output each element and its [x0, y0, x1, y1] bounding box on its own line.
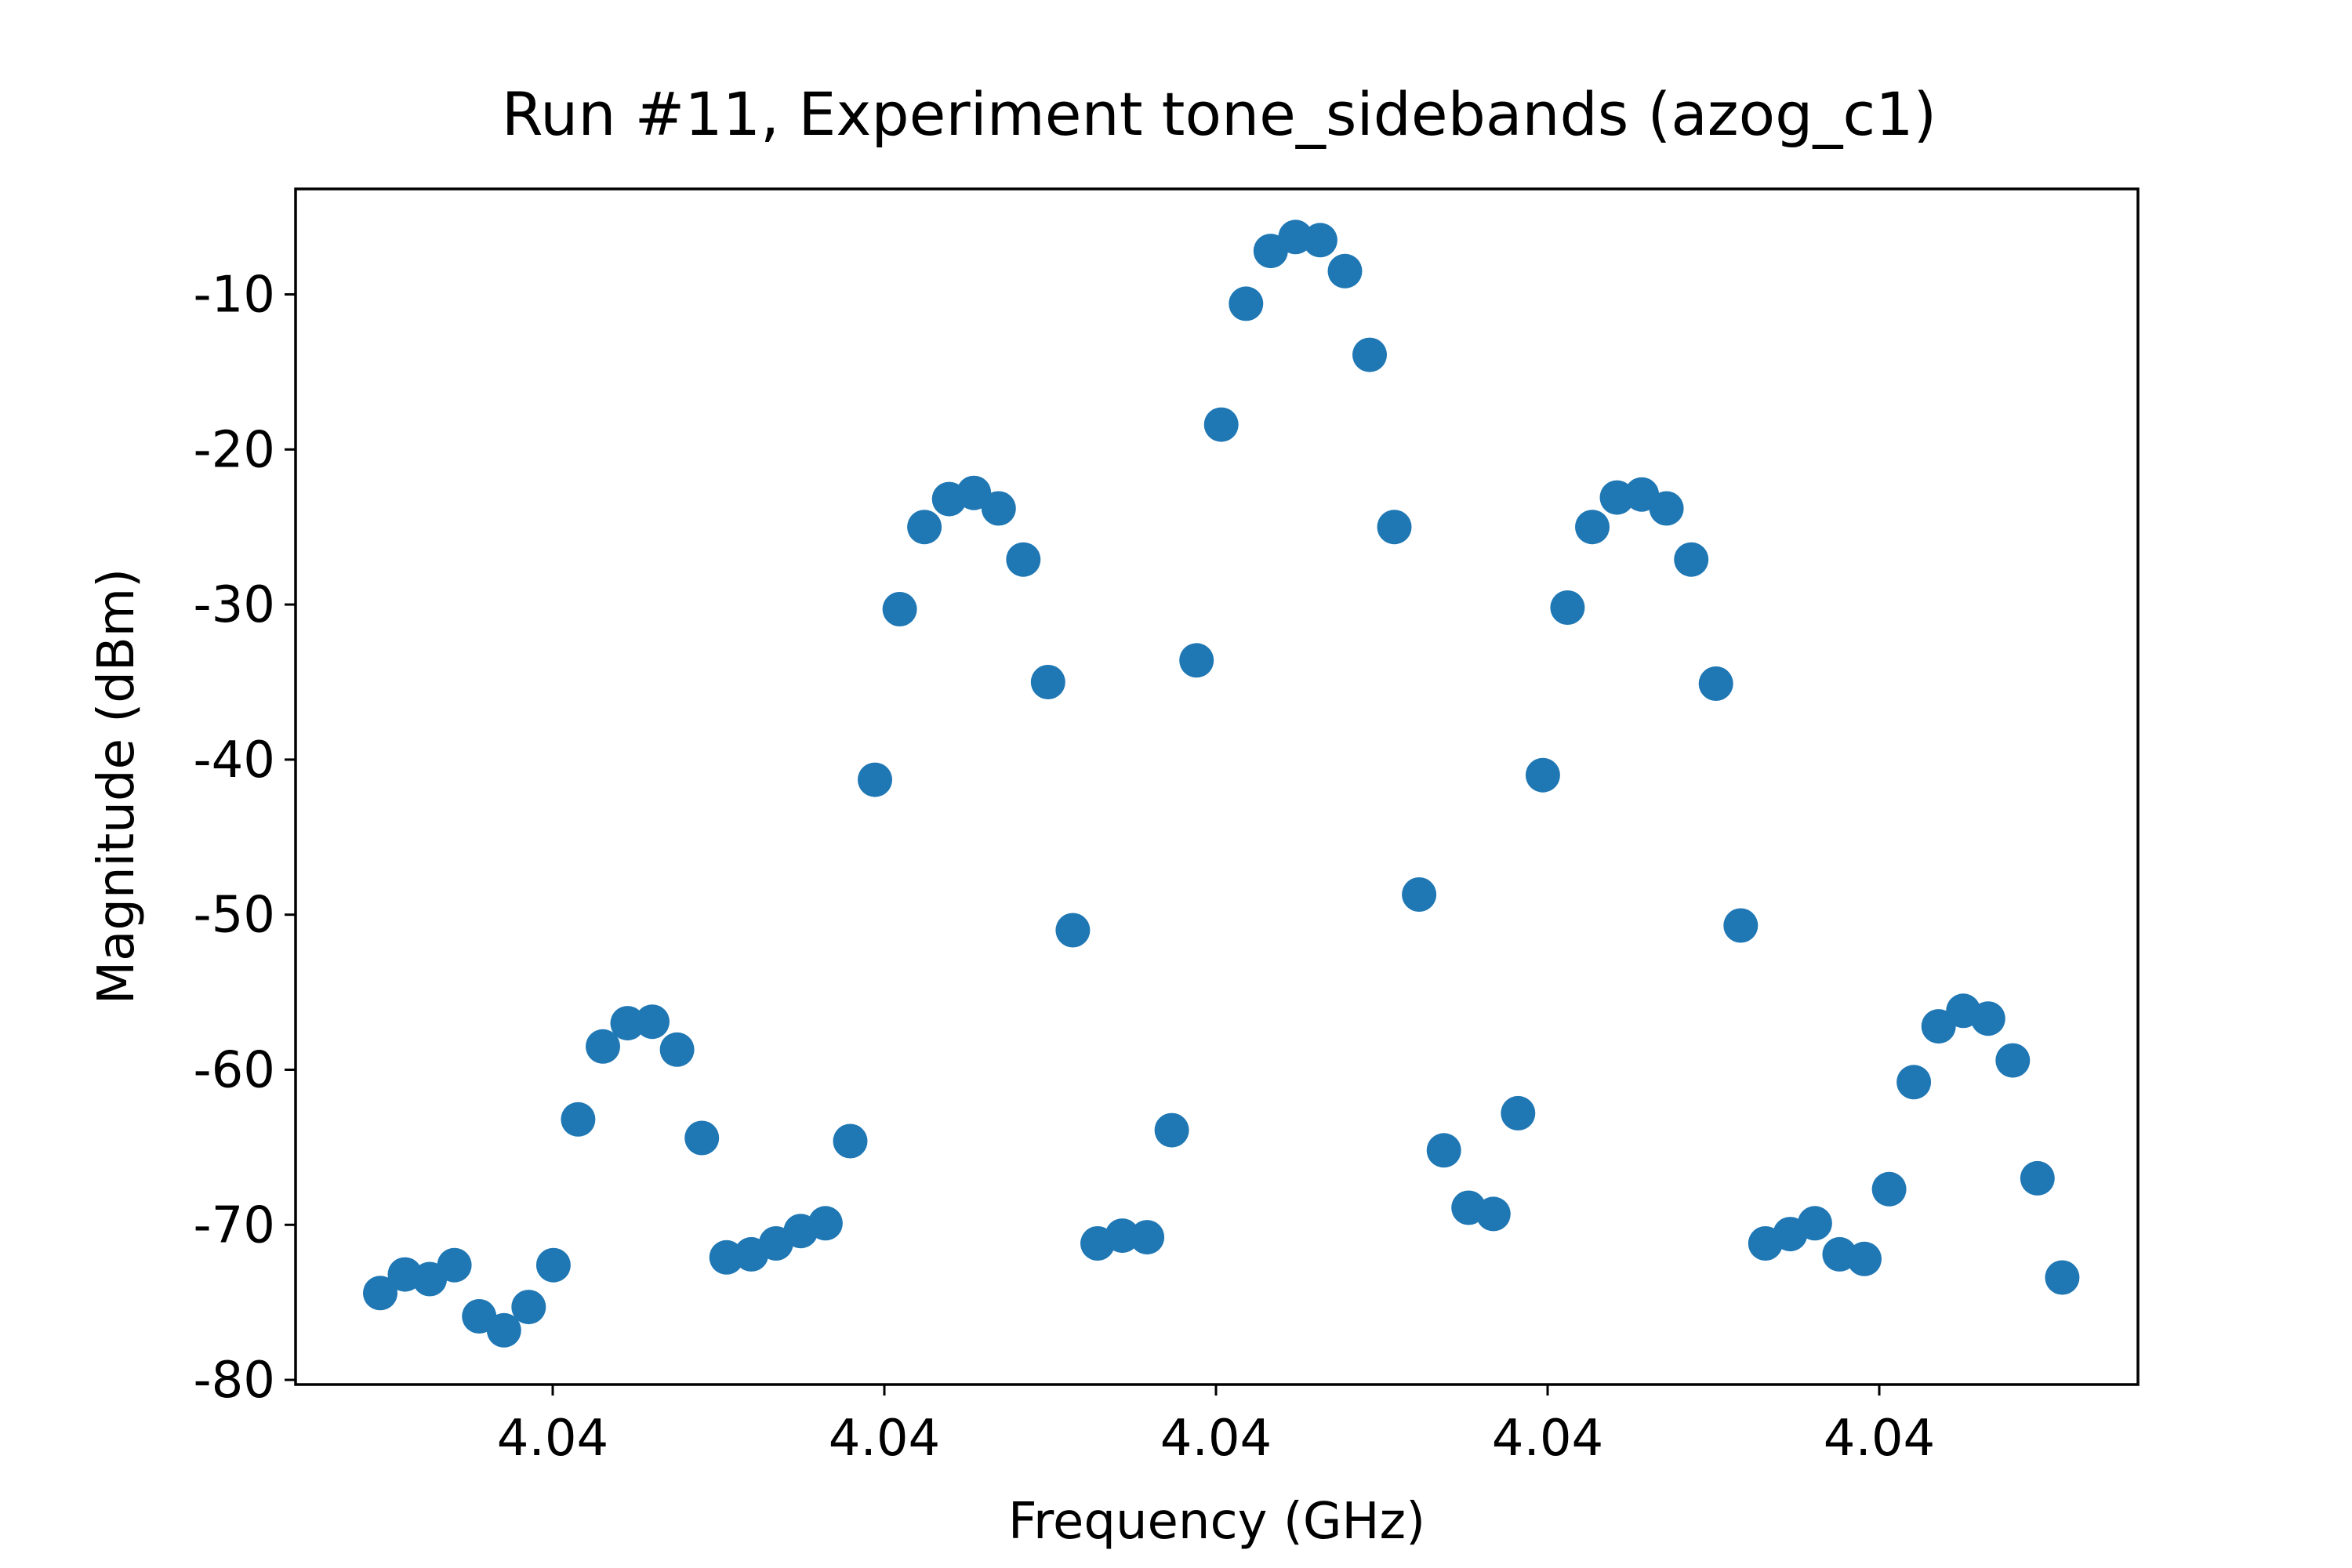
data-point	[586, 1029, 620, 1064]
data-point	[511, 1290, 546, 1325]
data-point	[833, 1123, 868, 1159]
plot-area-frame	[294, 187, 2140, 1386]
data-point	[1575, 510, 1610, 545]
data-point	[882, 592, 917, 626]
data-point	[1203, 407, 1239, 442]
x-axis-label: Frequency (GHz)	[1008, 1493, 1425, 1551]
y-axis-ticks: -80 -70 -60 -50 -40 -30 -20 -10	[193, 267, 296, 1410]
data-point	[1030, 665, 1065, 699]
data-point	[1550, 590, 1585, 625]
y-tick-label: -10	[193, 267, 275, 325]
y-tick-label: -50	[193, 887, 275, 945]
y-axis-label: Magnitude (dBm)	[88, 568, 146, 1004]
x-tick-label: 4.04	[497, 1410, 609, 1468]
y-tick-label: -30	[193, 576, 275, 634]
data-point	[1649, 491, 1684, 526]
data-point	[659, 1032, 695, 1067]
data-point	[1995, 1043, 2031, 1078]
data-point	[956, 475, 992, 510]
data-point	[907, 510, 942, 545]
x-tick-label: 4.04	[1492, 1410, 1604, 1468]
data-point	[1921, 1009, 1956, 1044]
data-point	[1105, 1218, 1140, 1254]
data-point	[858, 762, 892, 797]
data-point	[2020, 1160, 2055, 1196]
data-point	[1426, 1133, 1461, 1168]
data-point	[1154, 1112, 1189, 1148]
data-point	[1006, 542, 1041, 577]
data-point	[1525, 757, 1560, 793]
data-point	[486, 1312, 521, 1348]
data-point	[437, 1247, 472, 1283]
data-point	[1797, 1206, 1832, 1241]
data-point	[1179, 643, 1214, 678]
data-point	[610, 1006, 645, 1041]
data-point	[363, 1276, 397, 1311]
x-axis-ticks: 4.04 4.04 4.04 4.04 4.04	[497, 1385, 1936, 1468]
x-tick-label: 4.04	[1824, 1410, 1936, 1468]
data-point	[635, 1004, 670, 1040]
data-point	[981, 491, 1016, 526]
data-point	[1871, 1171, 1907, 1207]
y-tick-label: -80	[193, 1352, 275, 1410]
data-point	[1377, 510, 1412, 545]
data-point	[2045, 1260, 2080, 1295]
y-tick-label: -20	[193, 421, 275, 479]
data-point	[1130, 1220, 1165, 1255]
x-tick-label: 4.04	[829, 1410, 941, 1468]
data-point	[1896, 1065, 1932, 1100]
data-point	[1475, 1196, 1511, 1232]
data-point	[1970, 1001, 2005, 1036]
y-tick-label: -40	[193, 731, 275, 789]
data-point	[535, 1247, 571, 1283]
y-tick-label: -60	[193, 1041, 275, 1099]
data-point	[1302, 223, 1338, 258]
data-point	[1352, 337, 1387, 372]
data-point	[1327, 253, 1363, 289]
data-point	[1501, 1095, 1536, 1131]
data-point	[1229, 286, 1264, 321]
data-point	[1723, 908, 1759, 943]
data-point	[1402, 877, 1437, 912]
data-point	[561, 1102, 596, 1137]
data-points	[363, 220, 2080, 1348]
data-point	[1055, 913, 1091, 948]
y-tick-label: -70	[193, 1196, 275, 1254]
x-tick-label: 4.04	[1160, 1410, 1272, 1468]
data-point	[808, 1206, 843, 1241]
data-point	[1847, 1241, 1882, 1276]
chart-title: Run #11, Experiment tone_sidebands (azog…	[502, 79, 1936, 149]
data-point	[1674, 542, 1709, 577]
data-point	[684, 1120, 720, 1156]
data-point	[1698, 666, 1733, 701]
